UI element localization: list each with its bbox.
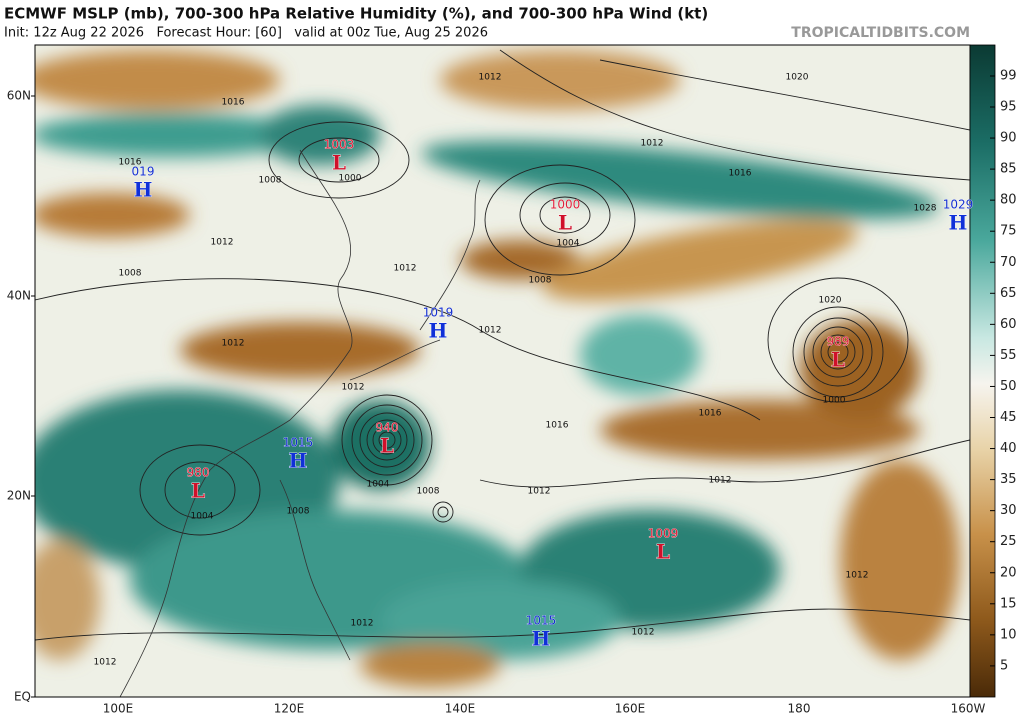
humidity-field [35, 50, 960, 687]
isobar-label: 1016 [119, 158, 142, 168]
subtitle: Init: 12z Aug 22 2026 Forecast Hour: [60… [4, 26, 488, 41]
isobar-label: 1012 [528, 487, 551, 497]
colorbar-label: 15 [1000, 596, 1017, 611]
isobar-label: 1012 [222, 339, 245, 349]
center-pressure: 1015 [526, 614, 557, 628]
center-letter: L [380, 434, 394, 458]
isobar-label: 1020 [819, 296, 842, 306]
colorbar-label: 25 [1000, 534, 1017, 549]
colorbar-label: 10 [1000, 627, 1017, 642]
colorbar-label: 90 [1000, 131, 1017, 146]
isobar-label: 1012 [394, 264, 417, 274]
isobar-label: 1012 [211, 238, 234, 248]
center-pressure: 940 [376, 421, 399, 435]
center-pressure: 1029 [943, 198, 974, 212]
map [35, 45, 970, 697]
isobar-label: 1012 [342, 383, 365, 393]
isobar-label: 1016 [222, 98, 245, 108]
colorbar-label: 35 [1000, 472, 1017, 487]
center-pressure: 019 [132, 165, 155, 179]
isobar-label: 1012 [632, 628, 655, 638]
center-letter: L [558, 211, 572, 235]
lat-label: EQ [14, 690, 31, 704]
isobar-label: 1016 [729, 169, 752, 179]
isobar-label: 1008 [417, 487, 440, 497]
isobar-label: 1008 [287, 507, 310, 517]
isobar-label: 1012 [351, 619, 374, 629]
colorbar [969, 44, 996, 698]
center-pressure: 1019 [423, 306, 454, 320]
lon-label: 100E [103, 702, 134, 716]
colorbar-label: 45 [1000, 410, 1017, 425]
isobar-label: 1016 [699, 409, 722, 419]
isobar-label: 1004 [557, 239, 580, 249]
colorbar-label: 99 [1000, 69, 1017, 84]
center-letter: L [191, 479, 205, 503]
colorbar-label: 75 [1000, 224, 1017, 239]
colorbar-label: 30 [1000, 503, 1017, 518]
isobar-label: 1028 [914, 204, 937, 214]
center-letter: H [134, 178, 153, 202]
lon-label: 160W [951, 702, 986, 716]
lon-label: 180 [788, 702, 811, 716]
colorbar-label: 70 [1000, 255, 1017, 270]
colorbar-label: 55 [1000, 348, 1017, 363]
center-pressure: 989 [827, 335, 850, 349]
lat-label: 60N [7, 89, 31, 103]
colorbar-label: 85 [1000, 162, 1017, 177]
colorbar-label: 50 [1000, 379, 1017, 394]
center-pressure: 1000 [550, 198, 581, 212]
center-pressure: 1015 [283, 436, 314, 450]
lon-label: 160E [615, 702, 646, 716]
isobar-label: 1016 [546, 421, 569, 431]
isobar-label: 1000 [339, 174, 362, 184]
watermark: TROPICALTIDBITS.COM [791, 25, 970, 41]
colorbar-label: 5 [1000, 658, 1008, 673]
lon-label: 140E [445, 702, 476, 716]
isobar-label: 1012 [641, 139, 664, 149]
colorbar-label: 20 [1000, 565, 1017, 580]
isobar-label: 1020 [786, 73, 809, 83]
colorbar-label: 80 [1000, 193, 1017, 208]
center-letter: H [429, 319, 448, 343]
isobar-label: 1012 [709, 476, 732, 486]
isobar-label: 1008 [529, 276, 552, 286]
lat-label: 40N [7, 289, 31, 303]
isobars [35, 49, 970, 641]
center-letter: H [289, 449, 308, 473]
center-pressure: 1003 [324, 138, 355, 152]
coastlines [119, 149, 481, 697]
isobar-label: 1004 [191, 512, 214, 522]
colorbar-label: 95 [1000, 100, 1017, 115]
isobar-label: 1008 [119, 269, 142, 279]
isobar-label: 1012 [479, 73, 502, 83]
isobar-label: 1012 [846, 571, 869, 581]
colorbar-label: 65 [1000, 286, 1017, 301]
center-pressure: 1009 [648, 527, 679, 541]
lon-label: 120E [274, 702, 305, 716]
center-letter: H [949, 211, 968, 235]
isobar-label: 1012 [479, 326, 502, 336]
center-letter: H [532, 627, 551, 651]
center-pressure: 980 [187, 466, 210, 480]
isobar-label: 1000 [823, 396, 846, 406]
colorbar-label: 60 [1000, 317, 1017, 332]
center-letter: L [656, 540, 670, 564]
colorbar-label: 40 [1000, 441, 1017, 456]
lat-label: 20N [7, 489, 31, 503]
center-letter: L [332, 151, 346, 175]
center-letter: L [831, 348, 845, 372]
title: ECMWF MSLP (mb), 700-300 hPa Relative Hu… [4, 5, 708, 23]
isobar-label: 1004 [367, 480, 390, 490]
isobar-label: 1012 [94, 658, 117, 668]
isobar-label: 1008 [259, 176, 282, 186]
